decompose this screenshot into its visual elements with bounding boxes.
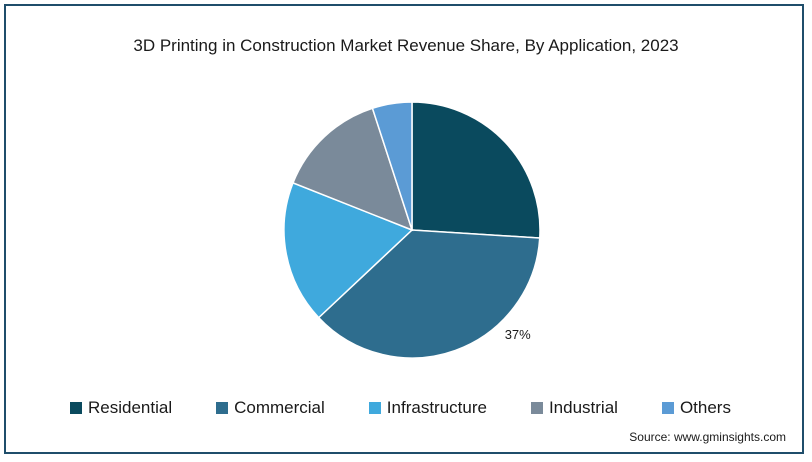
pie-slice-residential xyxy=(411,101,541,239)
pie-slice-others xyxy=(371,101,413,231)
legend-label: Infrastructure xyxy=(386,398,487,417)
source-note: Source: www.gminsights.com xyxy=(629,430,786,444)
legend-item-residential: Residential xyxy=(70,398,172,418)
legend-item-commercial: Commercial xyxy=(216,398,325,418)
legend-swatch xyxy=(530,402,543,414)
legend-swatch xyxy=(216,402,229,414)
legend-swatch xyxy=(661,402,674,414)
legend-label: Residential xyxy=(88,398,173,417)
legend-label: Commercial xyxy=(234,398,325,417)
legend-item-infrastructure: Infrastructure xyxy=(368,398,487,418)
legend-label: Industrial xyxy=(548,398,618,417)
chart-title: 3D Printing in Construction Market Reven… xyxy=(133,36,679,55)
pie-slice-commercial xyxy=(317,229,541,359)
data-label-commercial: 37% xyxy=(505,327,531,342)
pie-slice-infrastructure xyxy=(283,181,414,319)
legend-swatch xyxy=(368,402,381,414)
chart-legend: Residential Commercial Infrastructure Indus… xyxy=(70,398,775,418)
legend-label: Others xyxy=(679,398,731,417)
legend-item-others: Others xyxy=(661,398,731,418)
legend-item-industrial: Industrial xyxy=(530,398,618,418)
legend-swatch xyxy=(70,402,82,414)
